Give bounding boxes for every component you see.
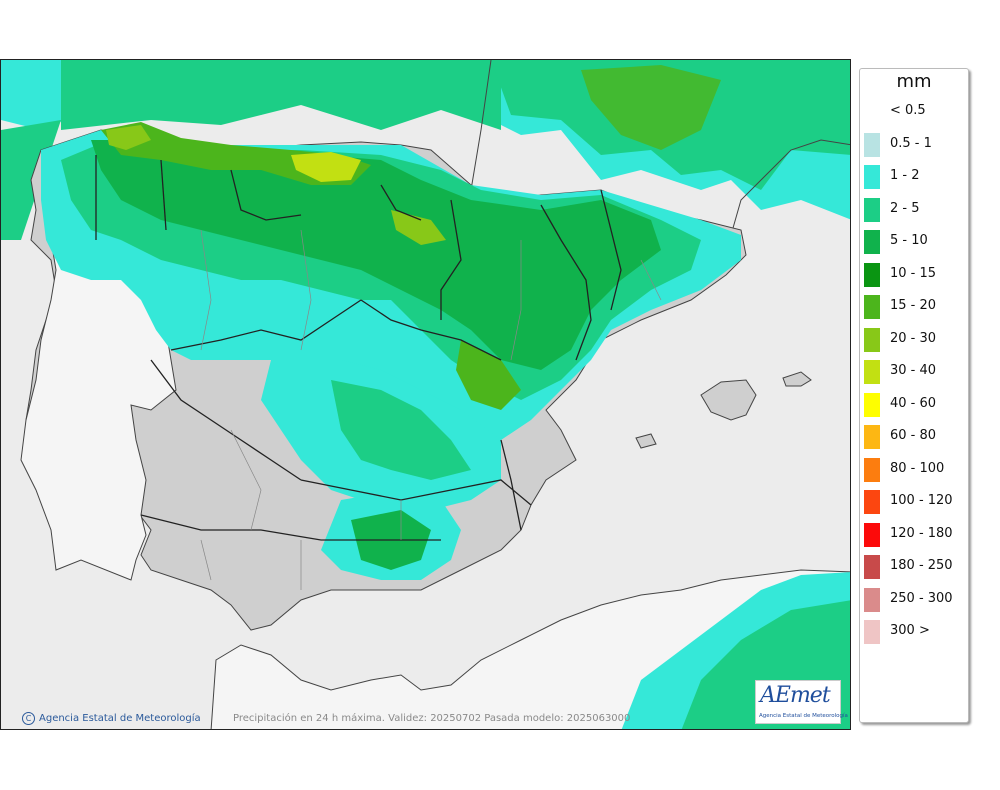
legend-label: 10 - 15 <box>890 265 937 281</box>
regional-borders <box>95 155 622 541</box>
aemet-logo: AEmet Agencia Estatal de Meteorología <box>755 680 848 724</box>
legend-label: 15 - 20 <box>890 298 937 313</box>
legend-swatch <box>864 620 880 644</box>
legend-label: 180 - 250 <box>890 558 953 573</box>
legend-label: 100 - 120 <box>890 493 953 508</box>
precip-area-iberico <box>456 340 521 410</box>
precip-area-center-green <box>331 380 471 480</box>
legend-swatch <box>864 100 880 124</box>
logo-mark: AEmet <box>760 683 831 708</box>
legend-swatch <box>864 392 880 417</box>
precipitation-map <box>0 59 851 730</box>
legend-swatch <box>864 197 880 222</box>
legend-label: 2 - 5 <box>890 200 920 216</box>
mallorca <box>700 379 757 421</box>
legend-label: 1 - 2 <box>890 168 920 183</box>
legend-label: < 0.5 <box>890 103 926 118</box>
legend-label: 60 - 80 <box>890 428 937 443</box>
precip-area-burgos-peak <box>391 210 446 245</box>
credit-line: C Agencia Estatal de Meteorología <box>22 712 201 725</box>
precip-area-bay-inner <box>61 60 501 130</box>
legend-swatch <box>864 327 880 352</box>
legend-swatch <box>864 522 880 547</box>
legend-label: 0.5 - 1 <box>890 135 932 151</box>
ibiza <box>635 433 657 449</box>
legend-label: 120 - 180 <box>890 525 953 541</box>
copyright-icon: C <box>22 712 35 725</box>
legend-swatch <box>864 132 880 157</box>
legend-swatch <box>864 262 880 287</box>
legend-label: 250 - 300 <box>890 590 953 606</box>
legend-swatch <box>864 360 880 384</box>
logo-subtext: Agencia Estatal de Meteorología <box>759 713 848 719</box>
map-canvas <box>1 60 850 729</box>
map-caption: Precipitación en 24 h máxima. Validez: 2… <box>233 713 631 724</box>
precip-area-asturias-peak <box>106 125 151 150</box>
legend-label: 80 - 100 <box>890 460 945 476</box>
credit-text: Agencia Estatal de Meteorología <box>39 713 201 724</box>
legend-swatch <box>864 295 880 319</box>
legend-label: 40 - 60 <box>890 395 937 411</box>
legend-swatch <box>864 587 880 612</box>
precip-area-france-core <box>581 65 721 150</box>
legend: mm < 0.5 0.5 - 1 1 - 2 2 - 5 5 - 10 10 - 15 15… <box>859 68 969 723</box>
legend-label: 30 - 40 <box>890 363 937 378</box>
provincial-borders <box>200 229 662 590</box>
legend-swatch <box>864 490 880 514</box>
legend-swatch <box>864 555 880 579</box>
precip-area-north-dark <box>91 140 661 370</box>
menorca <box>782 371 812 387</box>
legend-swatch <box>864 425 880 449</box>
legend-label: 20 - 30 <box>890 330 937 346</box>
legend-swatch <box>864 230 880 254</box>
legend-label: 300 > <box>890 623 930 638</box>
legend-unit: mm <box>896 71 932 92</box>
legend-swatch <box>864 457 880 482</box>
legend-swatch <box>864 165 880 189</box>
precip-area-cantabria-peak <box>291 152 361 182</box>
legend-label: 5 - 10 <box>890 233 928 248</box>
